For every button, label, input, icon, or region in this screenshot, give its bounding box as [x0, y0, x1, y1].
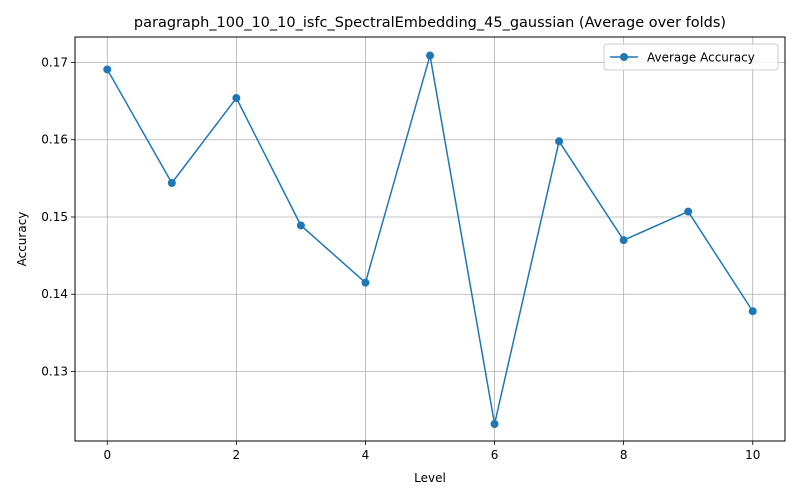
legend-box [603, 43, 779, 71]
y-axis: 0.13 0.14 0.15 0.16 0.17 [41, 55, 75, 378]
x-tick-label: 0 [103, 448, 111, 462]
legend-label: Average Accuracy [647, 51, 755, 65]
grid [75, 37, 785, 441]
data-point [426, 51, 434, 60]
y-tick-label: 0.16 [41, 133, 68, 147]
y-tick-label: 0.14 [41, 287, 68, 301]
x-tick-label: 2 [233, 448, 241, 462]
legend: Average Accuracy [603, 43, 779, 71]
data-point [619, 236, 628, 245]
data-point [555, 137, 564, 146]
x-axis-title: Level [414, 471, 446, 485]
data-point [232, 94, 241, 103]
plot-area-frame [74, 36, 786, 442]
y-tick-label: 0.13 [41, 364, 68, 378]
data-point [103, 65, 112, 74]
series-line [106, 54, 754, 425]
data-point [684, 207, 693, 216]
x-tick-label: 4 [362, 448, 370, 462]
x-tick-label: 6 [491, 448, 499, 462]
data-point [490, 420, 499, 429]
y-axis-title: Accuracy [15, 212, 29, 267]
x-tick-label: 10 [745, 448, 760, 462]
y-tick-label: 0.15 [41, 210, 68, 224]
series-average-accuracy [103, 51, 757, 429]
legend-marker-swatch [620, 53, 628, 61]
y-tick-label: 0.17 [41, 55, 68, 69]
x-axis: 0 2 4 6 8 10 [103, 441, 760, 462]
x-tick-label: 8 [620, 448, 628, 462]
data-point [361, 278, 370, 287]
chart-title: paragraph_100_10_10_isfc_SpectralEmbeddi… [134, 15, 726, 31]
data-point [167, 178, 176, 187]
data-point [748, 307, 757, 316]
data-point [296, 221, 305, 230]
